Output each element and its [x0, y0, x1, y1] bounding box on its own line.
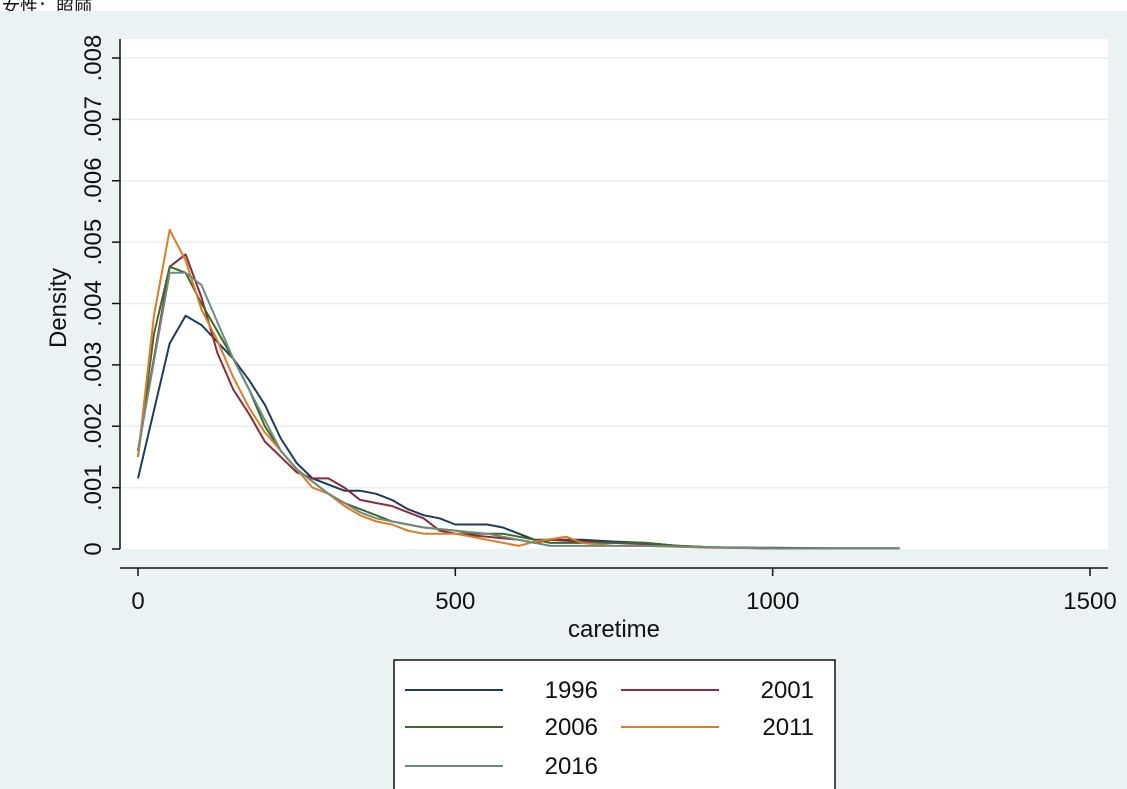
y-tick-label: .002	[80, 403, 107, 450]
y-tick-label: .006	[80, 157, 107, 204]
legend-item-2006: 2006	[405, 714, 598, 741]
legend-items: 1996 2001 2006 2011 2016	[405, 677, 814, 780]
y-tick-label: .003	[80, 342, 107, 389]
x-ticks: 0 500 1000 1500	[131, 568, 1117, 615]
y-axis-title: Density	[45, 268, 72, 348]
x-tick-label: 500	[435, 588, 475, 615]
y-tick-label: .001	[80, 464, 107, 511]
legend-item-2001: 2001	[621, 677, 814, 704]
legend-item-2011: 2011	[621, 714, 814, 741]
legend-item-1996: 1996	[405, 677, 598, 704]
legend: 1996 2001 2006 2011 2016	[393, 659, 836, 789]
legend-item-2016: 2016	[405, 753, 598, 780]
x-tick-label: 1500	[1063, 588, 1116, 615]
gridlines	[120, 57, 1108, 489]
legend-label: 2016	[545, 753, 598, 780]
y-tick-label: .004	[80, 280, 107, 327]
legend-label: 2006	[545, 714, 598, 741]
legend-box	[393, 659, 836, 789]
legend-label: 2011	[762, 714, 814, 741]
legend-label: 1996	[545, 677, 598, 704]
x-tick-label: 0	[131, 588, 144, 615]
y-tick-label: .007	[80, 96, 107, 143]
y-tick-label: .005	[80, 219, 107, 266]
y-tick-label: 0	[80, 542, 107, 555]
plot-area	[120, 39, 1108, 549]
x-tick-label: 1000	[746, 588, 799, 615]
y-tick-label: .008	[80, 35, 107, 82]
x-axis-title: caretime	[568, 616, 660, 643]
series-lines	[137, 228, 900, 550]
legend-label: 2001	[761, 677, 814, 704]
series-line-2011	[137, 228, 773, 550]
y-ticks: 0 .001 .002 .003 .004 .005 .006 .007 .008	[80, 35, 120, 556]
series-line-2016	[137, 271, 900, 550]
